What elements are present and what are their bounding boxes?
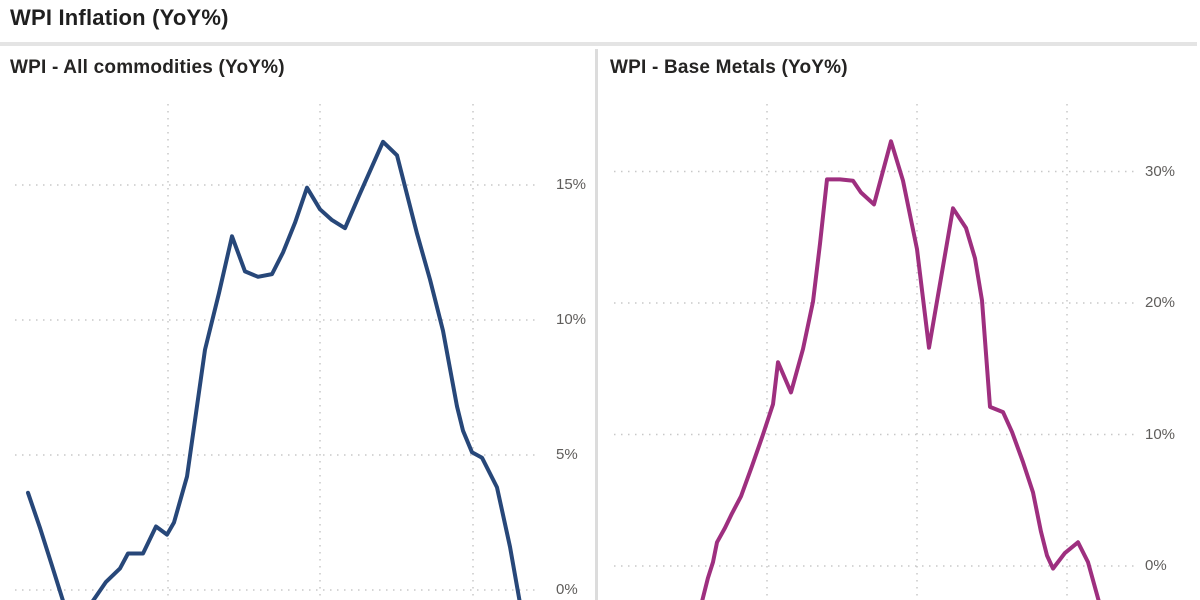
chart-title-base-metals: WPI - Base Metals (YoY%) (610, 57, 848, 78)
header-divider (0, 42, 1197, 46)
base-metals-line (700, 139, 1101, 600)
y-tick-label: 10% (1145, 425, 1176, 443)
page-title: WPI Inflation (YoY%) (10, 5, 229, 30)
y-tick-label: 0% (556, 581, 578, 598)
y-tick-label: 0% (1145, 557, 1167, 574)
y-tick-label: 20% (1145, 294, 1176, 311)
y-tick-label: 10% (556, 311, 587, 328)
panel-divider (595, 49, 598, 600)
y-tick-label: 5% (556, 446, 578, 463)
chart-title-all-commodities: WPI - All commodities (YoY%) (10, 57, 285, 78)
all-commodities-line (26, 139, 522, 600)
y-tick-label: 15% (556, 176, 587, 193)
y-tick-label: 30% (1145, 162, 1176, 180)
